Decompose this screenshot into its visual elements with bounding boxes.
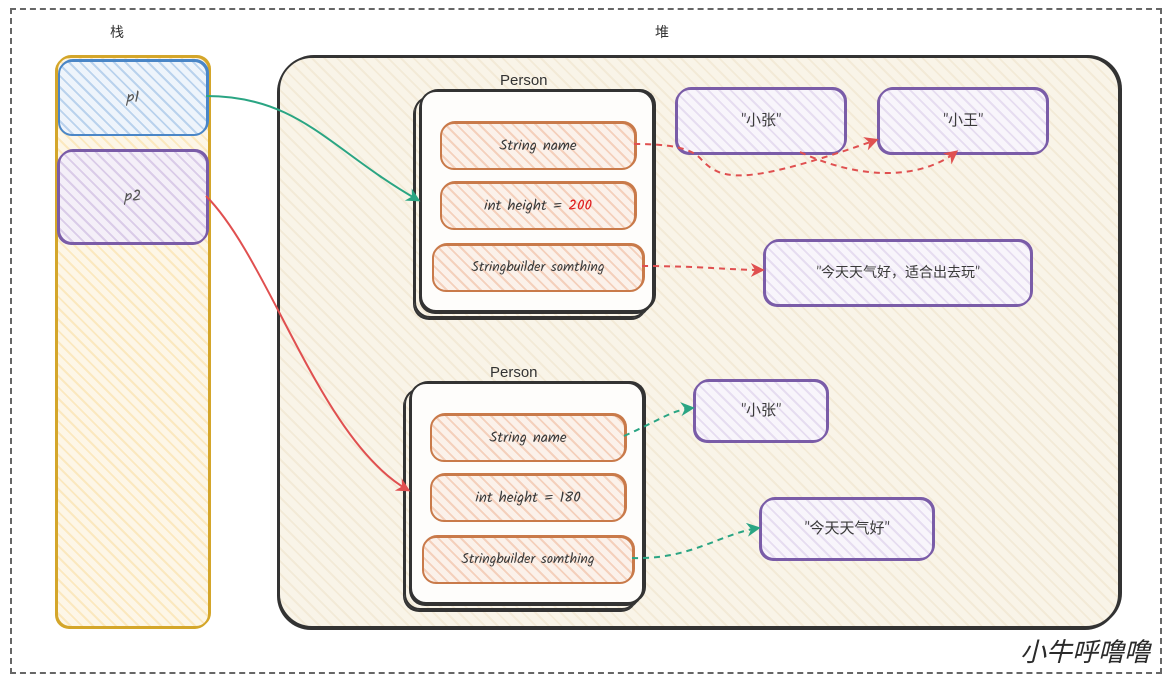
string-xiaowang: "小王" <box>878 88 1048 154</box>
person2-title: Person <box>490 364 538 381</box>
string-xiaozhang-2: "小张" <box>694 380 828 442</box>
person2-field-name: String name <box>430 414 626 462</box>
person2-field-height: int height = 180 <box>430 474 626 522</box>
watermark: 小牛呼噜噜 <box>1020 632 1150 669</box>
p1-text: p1 <box>127 86 140 111</box>
person1-name-text: String name <box>499 134 576 158</box>
person1-field-height: int height = 200 <box>440 182 636 230</box>
person2-field-sb: Stringbuilder somthing <box>422 536 634 584</box>
stack-label: 栈 <box>110 22 124 42</box>
stack-var-p1: p1 <box>58 60 208 136</box>
string-good-weather-long: "今天天气好，适合出去玩" <box>764 240 1032 306</box>
person1-field-name: String name <box>440 122 636 170</box>
p2-text: p2 <box>125 185 142 210</box>
person2-sb-text: Stringbuilder somthing <box>461 549 594 571</box>
person1-field-sb: Stringbuilder somthing <box>432 244 644 292</box>
person2-name-text: String name <box>489 426 566 450</box>
person1-title: Person <box>500 72 548 89</box>
stack-var-p2: p2 <box>58 150 208 244</box>
person1-height-text: int height = 200 <box>484 194 592 218</box>
heap-label: 堆 <box>655 22 669 42</box>
string-good-weather-short: "今天天气好" <box>760 498 934 560</box>
person1-sb-text: Stringbuilder somthing <box>471 257 604 279</box>
stack-container <box>56 56 210 628</box>
person2-height-text: int height = 180 <box>475 486 580 510</box>
string-xiaozhang-1: "小张" <box>676 88 846 154</box>
